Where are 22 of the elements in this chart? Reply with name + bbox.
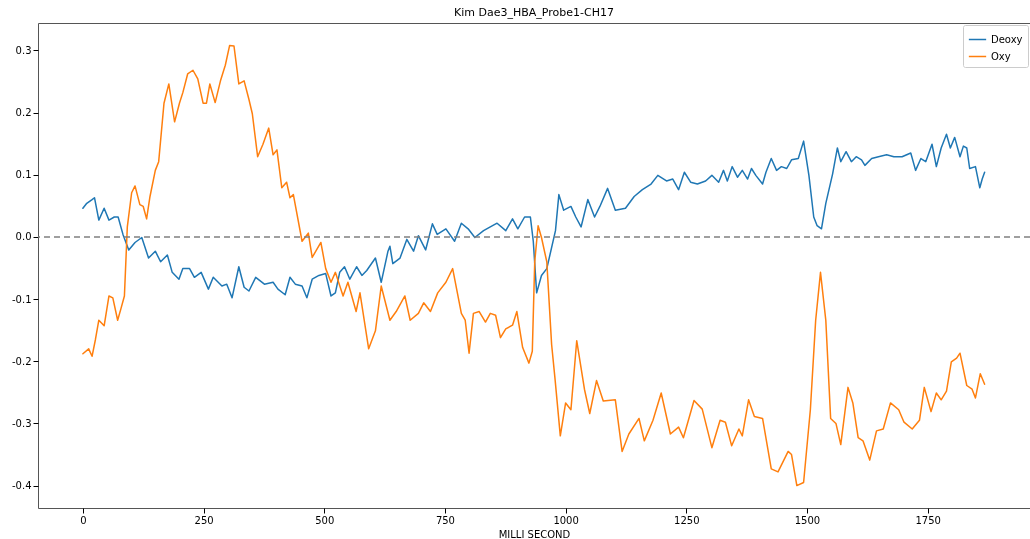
line-series xyxy=(82,44,986,487)
y-tick-label: 0.0 xyxy=(15,231,32,243)
x-tick-label: 0 xyxy=(80,514,87,526)
x-tick-label: 500 xyxy=(315,514,335,526)
y-tick-label: -0.2 xyxy=(11,355,32,367)
x-tick-label: 1500 xyxy=(794,514,821,526)
y-tick-label: 0.2 xyxy=(15,107,32,119)
x-tick-label: 250 xyxy=(194,514,214,526)
legend-label: Oxy xyxy=(991,50,1011,62)
x-tick-label: 750 xyxy=(435,514,455,526)
x-tick-label: 1250 xyxy=(674,514,700,526)
y-tick-label: 0.3 xyxy=(15,44,32,56)
y-tick-label: -0.3 xyxy=(11,417,32,429)
y-tick-label: 0.1 xyxy=(15,169,32,181)
x-tick-label: 1750 xyxy=(915,514,941,526)
chart-title: Kim Dae3_HBA_Probe1-CH17 xyxy=(454,6,614,19)
line-series xyxy=(82,133,986,299)
y-tick-label: -0.1 xyxy=(11,293,32,305)
x-tick-label: 1000 xyxy=(553,514,579,526)
legend-label: Deoxy xyxy=(991,33,1023,45)
y-tick-label: -0.4 xyxy=(11,480,32,492)
x-axis-title: MILLI SECOND xyxy=(498,528,571,539)
